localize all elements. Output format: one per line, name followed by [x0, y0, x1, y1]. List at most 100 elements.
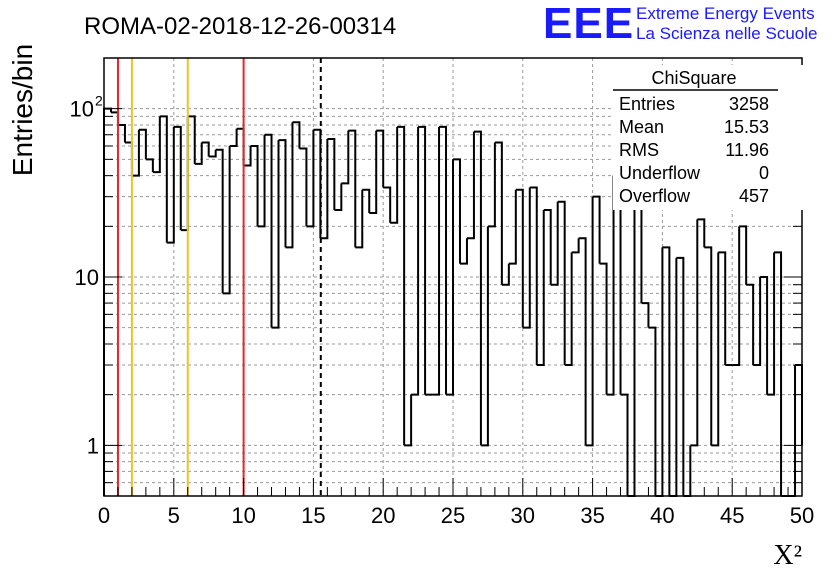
y-tick-label: 10 [70, 97, 94, 122]
histogram-bin [480, 226, 489, 447]
x-tick-label: 45 [720, 503, 744, 528]
x-tick-label: 50 [790, 503, 814, 528]
histogram-bin [795, 364, 803, 446]
histogram-bin [606, 175, 615, 396]
x-tick-label: 10 [231, 503, 255, 528]
histogram-bin [138, 128, 147, 160]
stats-row-value: 0 [759, 163, 769, 183]
histogram-bin [285, 122, 294, 249]
histogram-bin [571, 238, 580, 254]
histogram-bin [103, 107, 112, 496]
histogram-bin [418, 125, 427, 395]
histogram-bin [320, 139, 329, 240]
histogram-bin [732, 226, 741, 367]
x-tick-label: 15 [301, 503, 325, 528]
histogram-bin [564, 252, 573, 367]
histogram-bin [173, 125, 182, 231]
histogram-bin [515, 188, 524, 328]
histogram-bin [690, 219, 699, 447]
histogram-bin [557, 200, 566, 366]
histogram-bin [774, 251, 783, 496]
histogram-bin [243, 146, 252, 167]
x-tick-label: 5 [168, 503, 180, 528]
axis-ticks [103, 57, 803, 497]
logo-line-2: La Scienza nelle Scuole [636, 24, 817, 43]
chart-title: ROMA-02-2018-12-26-00314 [84, 13, 396, 40]
histogram-bin [257, 134, 266, 228]
histogram-bin [327, 138, 336, 211]
histogram-bin [390, 126, 399, 224]
stats-row-value: 3258 [729, 94, 769, 114]
x-tick-label: 0 [98, 503, 110, 528]
histogram-bin [522, 187, 531, 329]
histogram-bin [201, 141, 210, 157]
histogram-bin [767, 252, 776, 396]
histogram-bin [627, 189, 636, 497]
stats-row-label: Overflow [619, 186, 691, 206]
histogram-bin [250, 145, 259, 227]
histogram-bin [355, 189, 364, 249]
histogram-bin [348, 129, 357, 248]
y-tick-label: 1 [87, 433, 99, 458]
histogram-bin [550, 201, 559, 286]
histogram-bin [131, 129, 140, 177]
histogram-bin [145, 158, 154, 173]
x-tick-label: 30 [511, 503, 535, 528]
histogram-bin [229, 128, 238, 148]
histogram-bin [208, 149, 217, 158]
histogram-bin [459, 238, 468, 265]
histogram-bin [788, 365, 797, 497]
histogram-bin [543, 209, 552, 285]
histogram-bin [599, 262, 608, 395]
histogram-bin [473, 130, 482, 446]
histogram-bin [662, 246, 671, 496]
histogram-bin [446, 159, 454, 396]
x-tick-label: 20 [371, 503, 395, 528]
histogram-bin [411, 126, 420, 396]
histogram-bin [641, 302, 650, 328]
histogram-bin [620, 393, 629, 496]
eee-logo-mark: EEE [543, 0, 634, 48]
histogram-bin [494, 141, 503, 285]
histogram-bin [753, 277, 762, 367]
stats-box: ChiSquare Entries 3258 Mean 15.53 RMS 11.96 Un… [613, 65, 803, 210]
x-tick-label: 25 [441, 503, 465, 528]
x-tick-labels: 0 5 10 15 20 25 30 35 40 45 50 [98, 503, 814, 528]
histogram-bin [487, 142, 496, 228]
histogram-bin [222, 146, 231, 295]
y-tick-label-exponent: 2 [95, 93, 103, 109]
histogram-bin [194, 142, 203, 165]
histogram-bin [697, 218, 706, 248]
stats-row-label: RMS [619, 140, 659, 160]
histogram-bin [711, 252, 720, 447]
histogram-bin [578, 237, 587, 446]
histogram-bin [432, 126, 441, 396]
y-axis-label: Entries/bin [7, 44, 38, 176]
eee-logo: EEE Extreme Energy Events La Scienza nel… [543, 0, 817, 48]
stats-row-label: Mean [619, 117, 664, 137]
x-tick-label: 35 [580, 503, 604, 528]
stats-box-title: ChiSquare [651, 68, 736, 88]
histogram-bin [187, 115, 196, 164]
histogram-bin [278, 139, 287, 248]
histogram-bin [264, 133, 273, 328]
histogram-bin [376, 129, 385, 188]
histogram-bin [236, 127, 245, 166]
histogram-bin [508, 189, 517, 265]
histogram-bin [466, 131, 475, 240]
histogram-bin [299, 147, 308, 227]
histogram-bin [648, 326, 657, 496]
histogram-bin [271, 140, 280, 329]
histogram-bin [529, 186, 538, 366]
x-axis-label: X² [773, 540, 802, 571]
histogram-bin [760, 276, 769, 395]
y-tick-label: 10 [75, 265, 99, 290]
histogram-bin [341, 130, 350, 185]
histogram-bin [585, 196, 594, 447]
stats-row-value: 15.53 [724, 117, 769, 137]
histogram-bin [718, 251, 727, 366]
histogram-bin [369, 130, 378, 214]
histogram-bin [453, 158, 461, 264]
